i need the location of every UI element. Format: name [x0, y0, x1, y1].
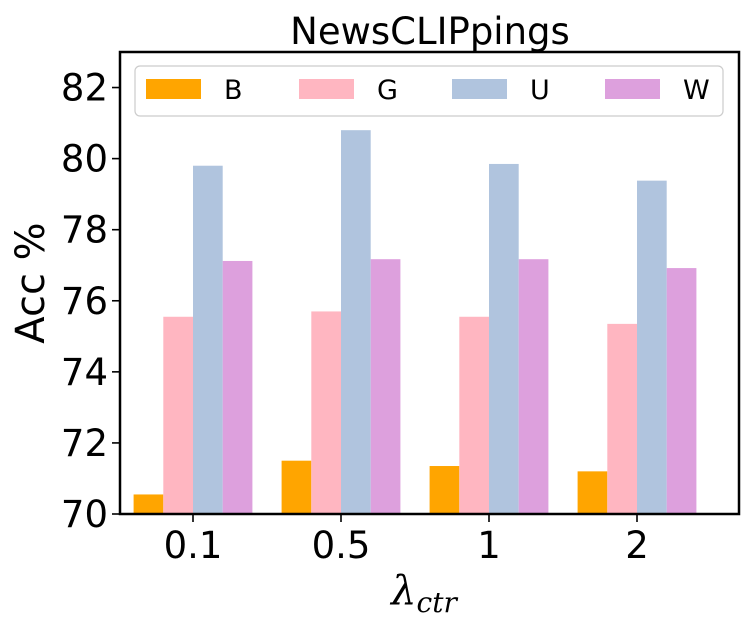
y-tick-label: 78 [61, 209, 108, 252]
legend-swatch-B [146, 79, 201, 99]
y-tick-label: 70 [61, 493, 108, 536]
x-tick-label: 0.5 [312, 524, 371, 567]
bars-layer [133, 130, 697, 514]
bar-W-0.1 [222, 260, 253, 514]
y-tick-label: 82 [61, 67, 108, 110]
x-tick-label: 2 [625, 524, 649, 567]
legend-swatch-W [605, 79, 660, 99]
legend-swatch-G [299, 79, 354, 99]
legend-label-U: U [530, 75, 550, 106]
bar-G-0.5 [311, 311, 341, 514]
bar-B-0.1 [133, 494, 164, 514]
x-axis-label-subscript: ctr [417, 586, 459, 619]
y-tick-label: 76 [61, 280, 108, 323]
x-axis-label: λctr [389, 568, 458, 619]
bar-U-2 [637, 180, 667, 514]
legend-label-B: B [224, 75, 243, 106]
x-tick-layer: 0.1 0.5 1 2 [164, 514, 649, 567]
chart-title: NewsCLIPpings [290, 10, 570, 53]
legend-frame [134, 65, 724, 117]
bar-B-1 [429, 466, 460, 514]
bar-W-2 [666, 268, 697, 514]
bar-B-0.5 [281, 460, 312, 514]
bar-W-0.5 [370, 259, 401, 514]
y-tick-label: 74 [61, 351, 108, 394]
legend-label-W: W [683, 75, 710, 106]
bar-G-0.1 [163, 316, 193, 514]
y-axis-label: Acc % [8, 222, 54, 343]
bar-G-2 [607, 323, 637, 514]
y-tick-label: 72 [61, 422, 108, 465]
bar-U-1 [489, 163, 519, 514]
y-tick-label: 80 [61, 138, 108, 181]
legend-label-G: G [377, 75, 398, 106]
bar-W-1 [518, 259, 549, 514]
plot-frame [118, 50, 741, 516]
bar-U-0.1 [193, 165, 223, 514]
legend-swatch-U [452, 79, 507, 99]
x-tick-label: 1 [477, 524, 501, 567]
bar-G-1 [459, 316, 489, 514]
x-tick-label: 0.1 [164, 524, 223, 567]
y-tick-layer: 70 72 74 76 78 80 82 [61, 67, 120, 536]
x-axis-label-symbol: λ [389, 568, 416, 614]
bar-U-0.5 [341, 130, 371, 514]
bar-B-2 [577, 471, 608, 514]
